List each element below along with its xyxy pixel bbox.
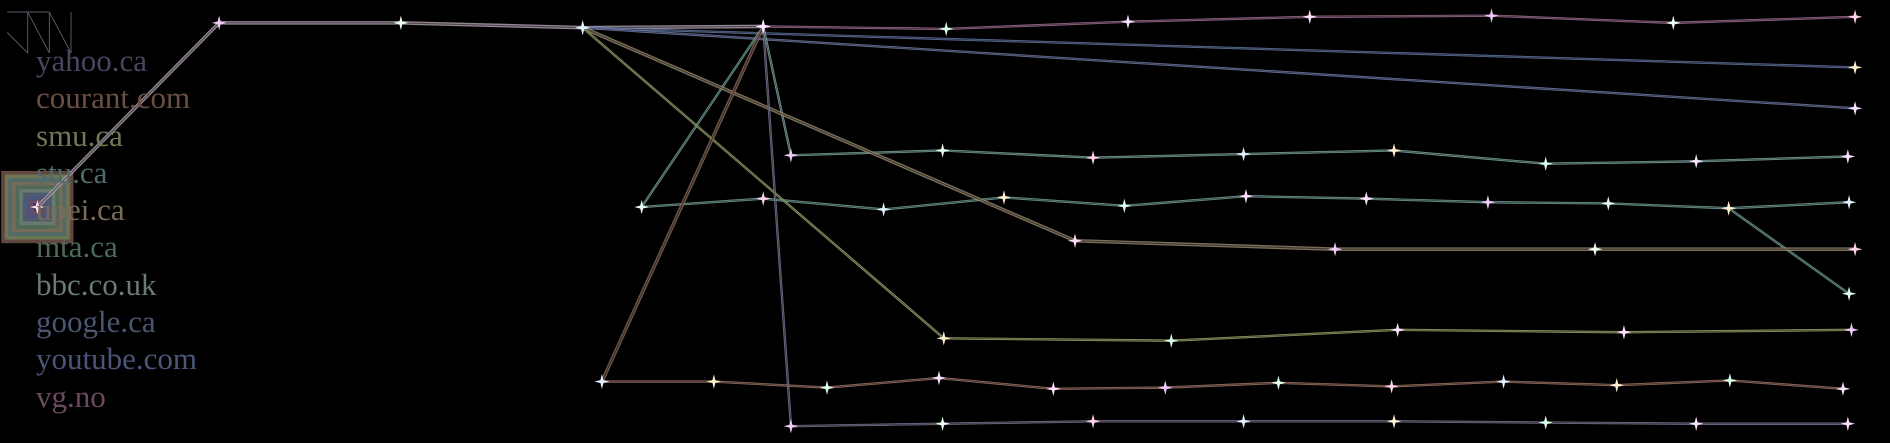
sparkle-icon	[634, 199, 649, 215]
legend-item-google: google.ca	[36, 304, 156, 340]
sparkle-icon	[1271, 375, 1286, 391]
sparkle-icon	[1496, 374, 1511, 389]
sparkle-icon	[1327, 241, 1343, 257]
sparkle-icon	[1390, 322, 1405, 338]
sparkle-icon	[756, 191, 771, 206]
sparkle-icon	[756, 19, 771, 34]
route-line-inner	[601, 26, 764, 382]
sparkle-icon	[1841, 195, 1857, 210]
sparkle-icon	[1386, 414, 1402, 429]
sparkle-icon	[1067, 233, 1083, 248]
sparkle-icon	[1601, 196, 1616, 211]
sparkle-icon	[1616, 325, 1632, 340]
sparkle-icon	[393, 15, 409, 31]
sparkle-icon	[1840, 149, 1856, 164]
sparkle-icon	[1835, 381, 1851, 397]
sparkle-icon	[936, 331, 952, 346]
route-line-inner	[640, 26, 1850, 210]
sparkle-icon	[1117, 198, 1132, 214]
sparkle-icon	[1688, 154, 1704, 169]
route-line-inner	[582, 27, 1856, 109]
sparkle-icon	[938, 21, 954, 37]
legend-item-youtube: youtube.com	[36, 341, 197, 377]
route-line-inner	[582, 27, 1856, 68]
sparkle-icon	[1085, 414, 1101, 429]
sparkle-icon	[1046, 381, 1061, 397]
sparkle-icon	[783, 148, 799, 163]
sparkle-icon	[1236, 414, 1251, 429]
sparkle-icon	[1722, 373, 1738, 388]
legend-item-smu: smu.ca	[36, 117, 123, 153]
sparkle-icon	[211, 15, 227, 31]
legend-item-yahoo: yahoo.ca	[36, 43, 148, 78]
sparkle-icon	[1587, 241, 1603, 257]
sparkle-icon	[1386, 143, 1402, 158]
sparkle-icon	[30, 199, 45, 215]
sparkle-icon	[1721, 201, 1736, 216]
sparkle-icon	[1384, 379, 1399, 394]
sparkle-icon	[819, 380, 835, 395]
sparkle-icon	[1480, 195, 1496, 210]
legend-item-stu: stu.ca	[36, 154, 108, 190]
sparkle-icon	[1666, 15, 1681, 31]
sparkle-icon	[1158, 380, 1173, 395]
sparkle-icon	[1844, 322, 1859, 338]
logo-jw	[6, 11, 72, 55]
route-line-teal1	[762, 26, 1848, 165]
route-line-inner	[762, 26, 1848, 165]
sparkle-icon	[935, 143, 950, 158]
route-line-purple	[762, 26, 1848, 428]
sparkle-icon	[1609, 377, 1624, 393]
route-line-teal2	[639, 25, 1850, 211]
legend-item-mta: mta.ca	[36, 229, 118, 265]
legend-item-courant: courant.com	[36, 80, 191, 116]
sparkle-icon	[1840, 416, 1856, 431]
legend-item-bbc: bbc.co.uk	[36, 266, 157, 302]
route-line-inner	[762, 26, 1848, 427]
sparkle-icon	[1120, 14, 1136, 29]
legend-item-vg: vg.no	[36, 378, 106, 414]
sparkle-icon	[1688, 416, 1704, 431]
sparkle-icon	[1847, 60, 1863, 75]
sparkle-icon	[1538, 156, 1553, 171]
sparkle-icon	[876, 202, 891, 217]
sparkle-icon	[1847, 101, 1863, 116]
sparkle-icon	[575, 20, 590, 35]
sparkle-icon	[783, 418, 799, 434]
sparkle-icon	[996, 190, 1012, 205]
sparkle-icon	[1484, 8, 1499, 23]
sparkle-icon	[931, 370, 947, 386]
legend: yahoo.ca courant.com smu.ca stu.ca upei.…	[36, 42, 197, 415]
sparkle-icon	[1359, 191, 1374, 206]
sparkle-icon	[1164, 333, 1179, 348]
sparkle-icon	[706, 374, 722, 389]
sparkle-icon	[1841, 286, 1857, 301]
sparkle-icon	[1538, 415, 1553, 430]
sparkle-icon	[1302, 9, 1317, 25]
legend-item-upei: upei.ca	[36, 192, 125, 228]
sparkle-icon	[594, 374, 610, 389]
route-line-inner	[601, 377, 1844, 390]
sparkle-icon	[1847, 241, 1863, 257]
sparkle-icon	[1847, 9, 1863, 25]
sparkle-icon	[935, 416, 950, 431]
sparkle-icon	[1236, 146, 1251, 162]
route-line-inner	[582, 27, 1852, 342]
sparkle-icon	[1238, 188, 1254, 204]
sparkle-icon	[1085, 150, 1101, 165]
